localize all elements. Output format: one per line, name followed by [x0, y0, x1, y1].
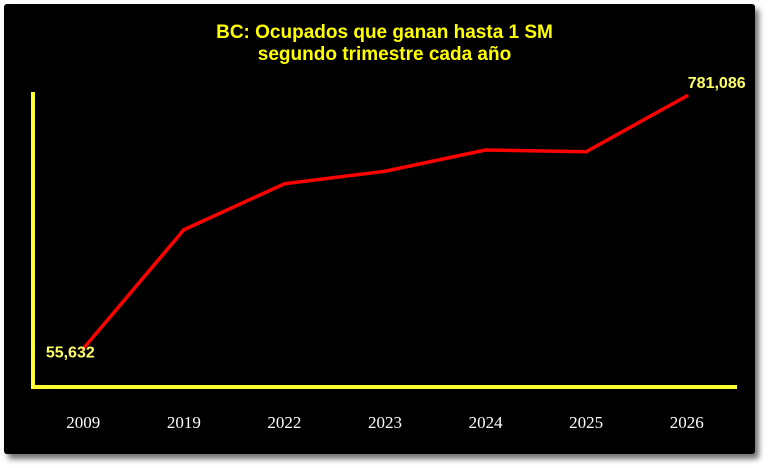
x-tick-label: 2025 — [569, 413, 603, 432]
x-tick-label: 2022 — [267, 413, 301, 432]
chart-title-block: BC: Ocupados que ganan hasta 1 SM segund… — [0, 22, 769, 66]
data-point — [483, 148, 488, 152]
chart-frame — [4, 4, 755, 454]
labels-layer: 2009 2019 2022 2023 2024 2025 2026 55,632 781,08… — [46, 75, 746, 432]
x-tick-label: 2026 — [670, 413, 704, 432]
data-point — [584, 149, 588, 154]
data-label: 55,632 — [46, 345, 95, 362]
data-point — [81, 346, 86, 351]
chart-title: BC: Ocupados que ganan hasta 1 SM — [216, 22, 553, 43]
series-line — [81, 94, 689, 351]
series-layer — [81, 94, 689, 351]
x-tick-label: 2024 — [469, 413, 504, 432]
axes — [31, 92, 737, 389]
x-tick-label: 2009 — [66, 413, 100, 432]
x-tick-label: 2023 — [368, 413, 402, 432]
data-point — [182, 227, 186, 232]
data-point — [684, 94, 689, 98]
x-tick-label: 2019 — [167, 413, 201, 432]
chart-subtitle: segundo trimestre cada año — [257, 44, 512, 65]
data-point — [282, 181, 287, 186]
data-label: 781,086 — [688, 75, 746, 92]
data-point — [383, 169, 387, 174]
